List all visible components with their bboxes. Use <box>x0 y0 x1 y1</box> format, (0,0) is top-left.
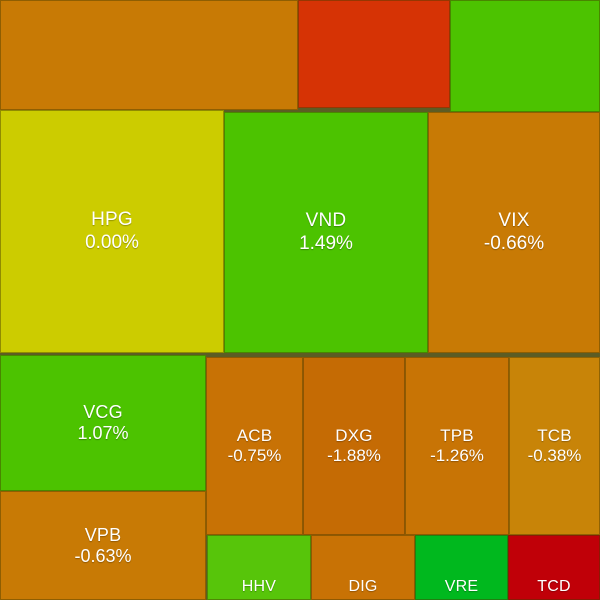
tile-percent-label: 1.07% <box>77 423 129 443</box>
tile-tpb[interactable]: TPB -1.26% <box>405 357 509 535</box>
tile-ticker-label: HHV <box>241 578 277 596</box>
tile-ticker-label: VPB <box>84 524 122 545</box>
tile-percent-label: -1.88% <box>327 446 381 465</box>
tile-vix[interactable]: VIX -0.66% <box>428 112 600 353</box>
tile-tcb[interactable]: TCB -0.38% <box>509 357 600 535</box>
tile-ticker-label: TCD <box>537 578 571 596</box>
tile-ticker-label: VRE <box>444 578 479 596</box>
tile-vcg[interactable]: VCG 1.07% <box>0 355 206 491</box>
tile-ticker-label: TPB <box>440 426 474 446</box>
tile-row1-a[interactable] <box>0 0 298 110</box>
tile-vre[interactable]: VRE <box>415 535 508 600</box>
tile-percent-label: -1.26% <box>430 446 484 465</box>
tile-ticker-label: TCB <box>537 426 572 446</box>
tile-percent-label: -0.75% <box>227 446 282 465</box>
tile-ticker-label: DIG <box>348 578 378 596</box>
tile-row1-b[interactable] <box>298 0 450 108</box>
tile-hhv[interactable]: HHV <box>207 535 311 600</box>
tile-percent-label: -0.66% <box>483 232 545 254</box>
tile-percent-label: -0.63% <box>74 545 132 566</box>
tile-row1-c[interactable] <box>450 0 600 112</box>
tile-ticker-label: VCG <box>83 402 123 423</box>
tile-hpg[interactable]: HPG 0.00% <box>0 110 224 353</box>
tile-percent-label: -0.38% <box>527 446 582 465</box>
tile-dig[interactable]: DIG <box>311 535 415 600</box>
tile-tcd[interactable]: TCD <box>508 535 600 600</box>
tile-ticker-label: ACB <box>236 426 273 446</box>
tile-acb[interactable]: ACB -0.75% <box>206 357 303 535</box>
tile-dxg[interactable]: DXG -1.88% <box>303 357 405 535</box>
tile-ticker-label: DXG <box>335 426 373 446</box>
tile-vpb[interactable]: VPB -0.63% <box>0 491 206 600</box>
tile-ticker-label: VND <box>305 210 347 232</box>
tile-ticker-label: HPG <box>91 209 133 231</box>
tile-percent-label: 0.00% <box>85 231 139 253</box>
tile-vnd[interactable]: VND 1.49% <box>224 112 428 353</box>
tile-percent-label: 1.49% <box>299 232 353 254</box>
tile-ticker-label: VIX <box>498 210 530 232</box>
